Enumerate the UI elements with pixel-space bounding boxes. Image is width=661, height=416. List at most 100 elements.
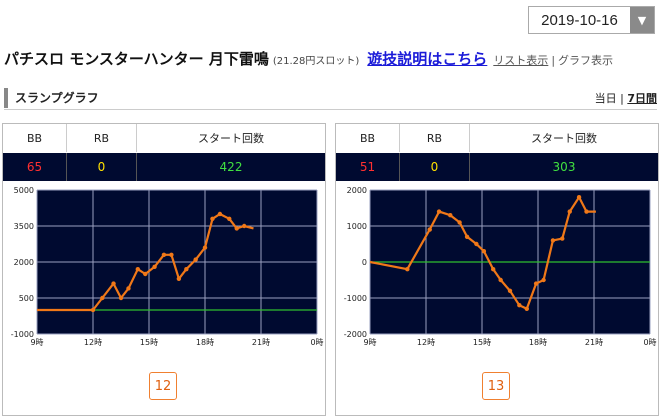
data-point [90, 307, 96, 313]
x-tick-label: 18時 [196, 338, 214, 347]
period-7days-link[interactable]: 7日間 [627, 91, 657, 105]
period-today-link[interactable]: 当日 [594, 91, 617, 105]
x-tick-label: 15時 [473, 338, 491, 347]
data-point [541, 277, 546, 283]
start-value: 422 [219, 160, 243, 174]
chevron-down-icon[interactable]: ▼ [630, 7, 654, 33]
x-tick-label: 21時 [252, 338, 270, 347]
bb-value: 51 [336, 153, 400, 181]
data-point [498, 277, 503, 283]
data-point [152, 264, 157, 269]
data-point [111, 281, 116, 286]
y-tick-label: 3500 [14, 222, 34, 231]
data-point [576, 195, 582, 200]
view-separator: | [551, 54, 556, 67]
period-separator: | [620, 91, 624, 105]
machine-number-button[interactable]: 12 [149, 372, 177, 400]
y-tick-label: -1000 [344, 294, 367, 303]
x-tick-label: 0時 [643, 338, 656, 347]
data-point [227, 216, 232, 221]
date-select[interactable]: 2019-10-16 ▼ [528, 6, 655, 34]
y-tick-label: 500 [19, 294, 34, 303]
start-header: スタート回数 [198, 132, 264, 145]
rb-value: 0 [400, 153, 470, 181]
bb-header: BB [336, 124, 400, 152]
machine-rate: (21.28円スロット) [272, 56, 360, 67]
y-tick-label: 2000 [14, 258, 34, 267]
y-tick-label: -2000 [344, 330, 367, 339]
x-tick-label: 0時 [310, 338, 323, 347]
stat-header: BB RB スタート回数 [336, 124, 658, 152]
data-point [517, 303, 522, 308]
y-tick-label: 2000 [347, 186, 367, 195]
data-point [560, 236, 565, 241]
rb-header: RB [67, 124, 137, 152]
x-tick-label: 9時 [363, 338, 376, 347]
data-point [405, 267, 410, 272]
x-tick-label: 15時 [140, 338, 158, 347]
data-point [184, 267, 189, 272]
bb-value: 65 [3, 153, 67, 181]
data-point [135, 267, 140, 272]
x-tick-label: 21時 [585, 338, 603, 347]
bb-header: BB [3, 124, 67, 152]
data-point [550, 238, 556, 243]
period-selector: 当日 | 7日間 [595, 90, 657, 106]
data-point [427, 227, 432, 232]
data-point [474, 241, 479, 247]
y-tick-label: 0 [362, 258, 367, 267]
x-tick-label: 12時 [84, 338, 102, 347]
stat-values: 65 0 422 [3, 153, 325, 181]
section-marker [4, 87, 8, 108]
data-point [126, 286, 131, 291]
graph-view-label: グラフ表示 [558, 54, 614, 67]
y-tick-label: -1000 [11, 330, 34, 339]
slump-chart: 9時 12時 15時 18時 21時 0時 -2000 -1000 0 1000 2000 [344, 186, 657, 347]
list-view-link[interactable]: リスト表示 [493, 54, 549, 67]
data-point [448, 213, 453, 218]
machine-title: パチスロ モンスターハンター 月下雷鳴 [4, 50, 269, 68]
data-point [210, 216, 215, 221]
section-title: スランプグラフ [15, 91, 99, 105]
start-header: スタート回数 [531, 132, 597, 145]
data-point [100, 295, 105, 301]
data-point [193, 257, 198, 262]
data-point [567, 209, 572, 214]
machine-panel-13: BB RB スタート回数 51 0 303 9時 12時 15時 18時 21時 0時 -2… [335, 123, 659, 416]
data-point [169, 252, 174, 257]
data-point [242, 223, 247, 229]
data-point [176, 276, 182, 281]
help-link[interactable]: 遊技説明はこちら [367, 50, 488, 68]
y-tick-label: 5000 [14, 186, 34, 195]
data-point [533, 281, 539, 286]
series-line [369, 196, 596, 310]
start-value: 303 [552, 160, 576, 174]
rb-value: 0 [67, 153, 137, 181]
data-point [202, 245, 208, 250]
data-point [217, 211, 223, 217]
machine-panel-12: BB RB スタート回数 65 0 422 9時 12時 15時 18時 21時 0時 -1… [2, 123, 326, 416]
slump-chart: 9時 12時 15時 18時 21時 0時 -1000 500 2000 3500 5000 [11, 186, 324, 347]
data-point [436, 209, 442, 214]
data-point [464, 234, 470, 239]
x-tick-label: 12時 [417, 338, 435, 347]
data-point [507, 288, 513, 293]
stat-header: BB RB スタート回数 [3, 124, 325, 152]
data-point [234, 226, 239, 231]
data-point [118, 295, 124, 301]
data-point [161, 252, 167, 257]
section-header: スランプグラフ 当日 | 7日間 [4, 86, 657, 110]
y-tick-label: 1000 [347, 222, 367, 231]
machine-number-button[interactable]: 13 [482, 372, 510, 400]
title-row: パチスロ モンスターハンター 月下雷鳴 (21.28円スロット) 遊技説明はこち… [4, 48, 661, 72]
rb-header: RB [400, 124, 470, 152]
x-tick-label: 18時 [529, 338, 547, 347]
data-point [481, 249, 487, 254]
data-point [524, 306, 529, 311]
stat-values: 51 0 303 [336, 153, 658, 181]
data-point [491, 267, 496, 272]
data-point [143, 271, 148, 277]
data-point [457, 220, 462, 225]
x-tick-label: 9時 [30, 338, 43, 347]
date-select-value: 2019-10-16 [541, 11, 618, 29]
